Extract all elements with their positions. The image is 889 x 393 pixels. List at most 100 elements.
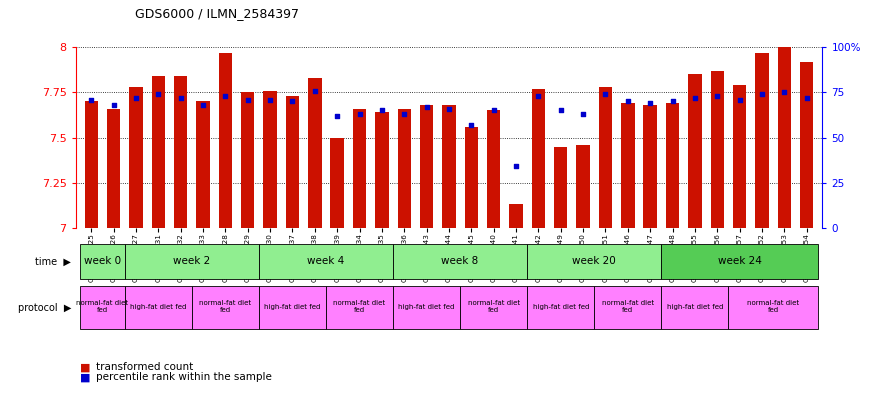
Bar (219, 53, 232, 228)
Text: week 4: week 4 (308, 255, 345, 266)
Bar (152, 76, 165, 228)
Point (799, 95, 813, 101)
Text: week 24: week 24 (717, 255, 762, 266)
Text: high-fat diet fed: high-fat diet fed (398, 304, 455, 310)
Bar (599, 87, 613, 228)
Point (576, 111, 590, 117)
Bar (174, 76, 188, 228)
Bar (576, 145, 589, 228)
FancyBboxPatch shape (527, 244, 661, 279)
FancyBboxPatch shape (527, 286, 594, 329)
Bar (778, 47, 791, 228)
FancyBboxPatch shape (661, 244, 818, 279)
Point (688, 95, 702, 101)
Point (84, 96, 99, 103)
FancyBboxPatch shape (461, 286, 527, 329)
Bar (285, 96, 299, 228)
FancyBboxPatch shape (192, 286, 259, 329)
Bar (465, 127, 478, 228)
Bar (532, 89, 545, 228)
Point (219, 93, 233, 99)
Text: normal-fat diet
fed: normal-fat diet fed (333, 300, 386, 313)
Bar (621, 103, 635, 228)
Text: week 20: week 20 (573, 255, 616, 266)
Bar (196, 101, 210, 228)
Point (621, 98, 635, 105)
Text: normal-fat diet
fed: normal-fat diet fed (468, 300, 520, 313)
Bar (509, 204, 523, 228)
Bar (733, 85, 746, 228)
Point (308, 87, 322, 94)
Point (486, 107, 501, 114)
Text: high-fat diet fed: high-fat diet fed (533, 304, 589, 310)
Text: normal-fat diet
fed: normal-fat diet fed (76, 300, 128, 313)
Point (196, 102, 210, 108)
Bar (308, 78, 322, 228)
Point (532, 93, 546, 99)
Bar (397, 108, 411, 228)
FancyBboxPatch shape (80, 286, 124, 329)
Text: transformed count: transformed count (96, 362, 193, 373)
FancyBboxPatch shape (594, 286, 661, 329)
Text: ■: ■ (80, 362, 91, 373)
Text: week 2: week 2 (173, 255, 211, 266)
Bar (129, 87, 142, 228)
Text: percentile rank within the sample: percentile rank within the sample (96, 372, 272, 382)
Point (129, 95, 143, 101)
FancyBboxPatch shape (728, 286, 818, 329)
Point (598, 91, 613, 97)
Bar (241, 92, 254, 228)
Text: GDS6000 / ILMN_2584397: GDS6000 / ILMN_2584397 (135, 7, 300, 20)
Point (442, 105, 456, 112)
Bar (644, 105, 657, 228)
FancyBboxPatch shape (124, 244, 259, 279)
FancyBboxPatch shape (393, 286, 461, 329)
Bar (554, 147, 567, 228)
Text: high-fat diet fed: high-fat diet fed (667, 304, 723, 310)
Bar (353, 108, 366, 228)
Text: high-fat diet fed: high-fat diet fed (130, 304, 187, 310)
Bar (84, 101, 98, 228)
Text: normal-fat diet
fed: normal-fat diet fed (199, 300, 252, 313)
Point (241, 96, 255, 103)
Text: week 8: week 8 (442, 255, 479, 266)
FancyBboxPatch shape (259, 286, 326, 329)
Bar (666, 103, 679, 228)
Point (464, 122, 478, 128)
Bar (375, 112, 388, 228)
Point (375, 107, 389, 114)
Text: high-fat diet fed: high-fat diet fed (264, 304, 321, 310)
Text: normal-fat diet
fed: normal-fat diet fed (747, 300, 799, 313)
Text: week 0: week 0 (84, 255, 121, 266)
Point (710, 93, 725, 99)
Bar (710, 71, 724, 228)
Point (777, 89, 791, 95)
Bar (756, 53, 769, 228)
Bar (331, 138, 344, 228)
Text: ■: ■ (80, 372, 91, 382)
Point (643, 100, 657, 107)
Bar (263, 90, 276, 228)
Bar (487, 110, 501, 228)
Point (733, 96, 747, 103)
FancyBboxPatch shape (259, 244, 393, 279)
Bar (442, 105, 456, 228)
Point (173, 95, 188, 101)
Bar (688, 74, 701, 228)
FancyBboxPatch shape (393, 244, 527, 279)
Text: protocol  ▶: protocol ▶ (18, 303, 71, 312)
FancyBboxPatch shape (124, 286, 192, 329)
Point (263, 96, 277, 103)
Text: normal-fat diet
fed: normal-fat diet fed (602, 300, 654, 313)
Text: time  ▶: time ▶ (36, 256, 71, 266)
Bar (800, 62, 813, 228)
Bar (107, 108, 120, 228)
FancyBboxPatch shape (80, 244, 124, 279)
Bar (420, 105, 433, 228)
Point (665, 98, 679, 105)
Point (352, 111, 366, 117)
Point (330, 113, 344, 119)
Point (755, 91, 769, 97)
FancyBboxPatch shape (326, 286, 393, 329)
FancyBboxPatch shape (661, 286, 728, 329)
